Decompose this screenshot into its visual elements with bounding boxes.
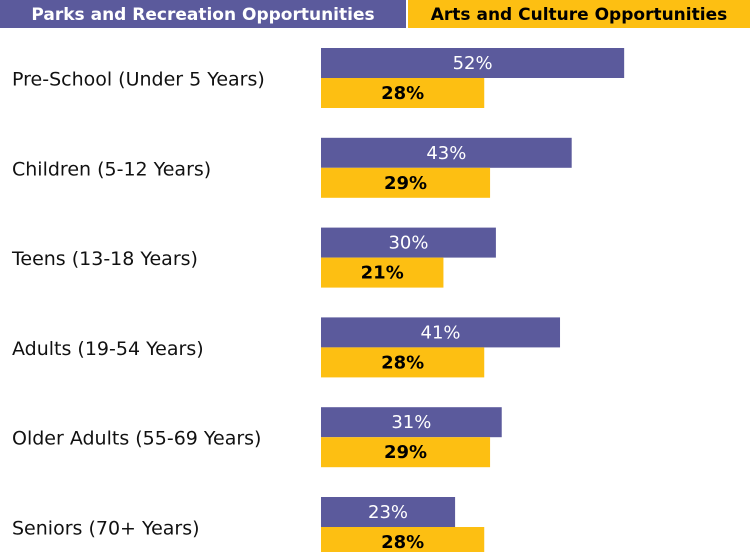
- bar: [321, 257, 444, 288]
- value-label: 28%: [381, 352, 424, 373]
- value-label: 23%: [368, 502, 408, 523]
- value-label: 21%: [361, 263, 404, 284]
- value-label: 29%: [384, 173, 427, 194]
- bar: [321, 167, 491, 198]
- category-label: Teens (13-18 Years): [11, 248, 198, 270]
- bar: [321, 497, 456, 527]
- bar: [321, 78, 485, 108]
- legend-label: Parks and Recreation Opportunities: [31, 5, 374, 25]
- value-label: 28%: [381, 83, 424, 104]
- legend-swatch: [0, 0, 406, 28]
- bar: [321, 407, 502, 438]
- bar: [321, 227, 496, 258]
- value-label: 30%: [388, 233, 428, 254]
- legend-swatch: [408, 0, 750, 28]
- bar: [321, 48, 625, 78]
- category-label: Pre-School (Under 5 Years): [12, 69, 265, 91]
- bar: [321, 347, 485, 378]
- category-label: Older Adults (55-69 Years): [12, 428, 261, 450]
- category-label: Seniors (70+ Years): [12, 518, 200, 540]
- bar: [321, 527, 485, 552]
- bar: [321, 437, 491, 468]
- category-label: Children (5-12 Years): [12, 158, 211, 180]
- bar: [321, 137, 572, 168]
- value-label: 29%: [384, 442, 427, 463]
- category-label: Adults (19-54 Years): [12, 338, 204, 360]
- bar: [321, 317, 561, 348]
- value-label: 41%: [421, 322, 461, 343]
- value-label: 28%: [381, 532, 424, 552]
- value-label: 52%: [453, 53, 493, 74]
- legend-label: Arts and Culture Opportunities: [431, 5, 727, 25]
- value-label: 31%: [391, 412, 431, 433]
- value-label: 43%: [426, 143, 466, 164]
